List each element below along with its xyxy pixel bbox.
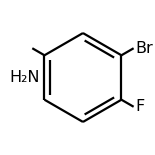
Text: H₂N: H₂N — [9, 70, 39, 85]
Text: Br: Br — [135, 41, 153, 56]
Text: F: F — [135, 99, 144, 114]
